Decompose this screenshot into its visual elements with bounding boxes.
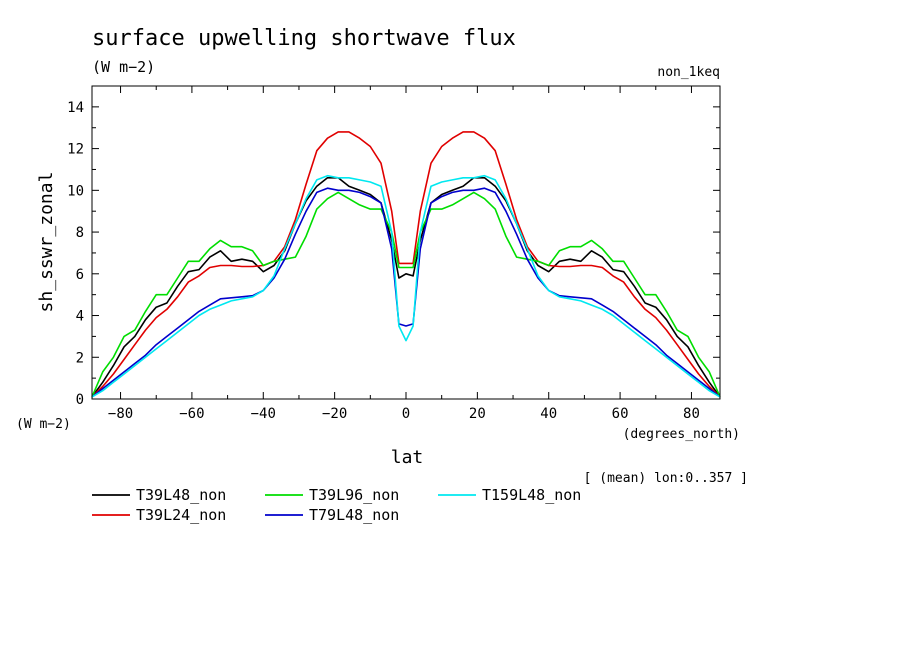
y-tick-label: 8 xyxy=(76,225,84,241)
legend-label: T39L96_non xyxy=(309,486,399,504)
x-tick-label: 80 xyxy=(683,406,700,422)
x-tick-label: 20 xyxy=(469,406,486,422)
series-line-t39l96-non xyxy=(91,191,721,398)
y-tick-label: 0 xyxy=(76,392,84,408)
series-line-t39l24-non xyxy=(91,131,721,398)
x-tick-label: 40 xyxy=(540,406,557,422)
chart-title: surface upwelling shortwave flux xyxy=(92,26,516,51)
x-tick-label: −60 xyxy=(179,406,204,422)
y-axis-label: sh_sswr_zonal xyxy=(36,172,57,313)
plot-frame xyxy=(91,85,721,400)
chart-units: (W m−2) xyxy=(92,58,155,76)
x-tick-label: −80 xyxy=(108,406,133,422)
y-axis-units: (W m−2) xyxy=(16,417,71,432)
y-tick-label: 2 xyxy=(76,350,84,366)
x-axis-units: (degrees_north) xyxy=(623,427,740,442)
series-line-t159l48-non xyxy=(91,174,721,398)
legend-label: T39L48_non xyxy=(136,486,226,504)
y-tick-label: 6 xyxy=(76,267,84,283)
legend-label: T39L24_non xyxy=(136,506,226,524)
y-tick-label: 14 xyxy=(67,100,84,116)
y-tick-label: 10 xyxy=(67,183,84,199)
y-tick-label: 12 xyxy=(67,142,84,158)
series-line-t39l48-non xyxy=(91,177,721,398)
series-line-t79l48-non xyxy=(91,187,721,398)
x-tick-label: −40 xyxy=(251,406,276,422)
x-axis-label: lat xyxy=(391,447,424,468)
legend-label: T79L48_non xyxy=(309,506,399,524)
x-tick-label: 60 xyxy=(612,406,629,422)
experiment-label: non_1keq xyxy=(657,65,720,80)
legend-label: T159L48_non xyxy=(482,486,581,504)
legend: T39L48_non T39L96_non T159L48_non T39L24_no… xyxy=(92,486,581,524)
x-tick-label: 0 xyxy=(402,406,410,422)
y-tick-label: 4 xyxy=(76,309,84,325)
y-axis: 0 2 4 6 8 10 12 14 xyxy=(67,100,720,408)
x-axis: −80 −60 −40 −20 0 20 40 60 80 xyxy=(108,86,700,422)
x-tick-label: −20 xyxy=(322,406,347,422)
footnote: [ (mean) lon:0..357 ] xyxy=(584,471,748,486)
plot-lines xyxy=(91,131,721,398)
